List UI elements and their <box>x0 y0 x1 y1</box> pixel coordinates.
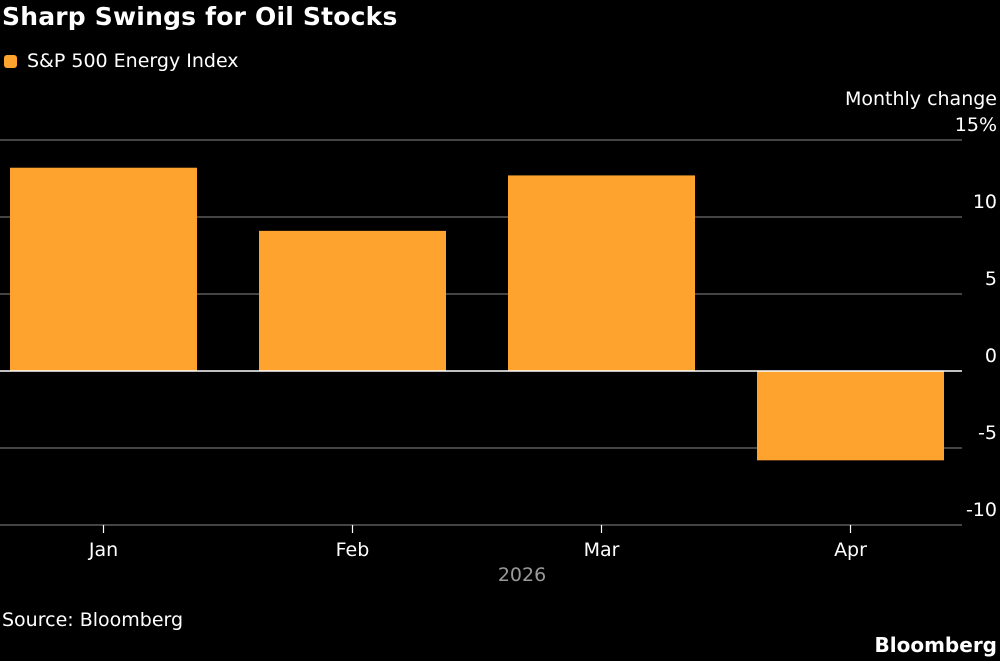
bar-apr <box>757 371 944 461</box>
bar-mar <box>508 175 695 371</box>
y-tick-label: -10 <box>966 499 997 521</box>
bars <box>10 167 944 461</box>
y-tick-labels: 15% 10 5 0 -5 -10 <box>955 114 997 521</box>
bar-feb <box>259 230 446 371</box>
y-tick-label: 10 <box>973 191 997 213</box>
x-tick-label: Jan <box>88 539 118 561</box>
legend-label: S&P 500 Energy Index <box>27 50 239 72</box>
x-tick-label: Mar <box>584 539 620 561</box>
x-tick-label: Apr <box>834 539 867 561</box>
y-tick-label: 15% <box>955 114 997 136</box>
y-axis-unit-label: Monthly change <box>844 88 997 110</box>
legend: S&P 500 Energy Index <box>4 50 239 72</box>
y-tick-label: 5 <box>985 268 997 290</box>
y-tick-label: 0 <box>985 345 997 367</box>
x-axis-year-label: 2026 <box>498 564 546 586</box>
x-axis-ticks: Jan Feb Mar Apr 2026 <box>88 525 867 586</box>
y-tick-label: -5 <box>978 422 997 444</box>
bloomberg-logo: Bloomberg <box>874 633 997 657</box>
source-note: Source: Bloomberg <box>2 609 184 631</box>
legend-swatch <box>4 54 17 68</box>
chart-title: Sharp Swings for Oil Stocks <box>2 2 398 31</box>
x-tick-label: Feb <box>336 539 370 561</box>
bar-jan <box>10 167 197 371</box>
